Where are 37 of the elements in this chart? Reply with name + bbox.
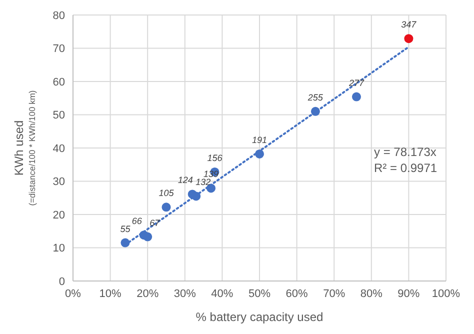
- x-tick-label: 10%: [99, 288, 122, 300]
- x-tick-label: 0%: [65, 288, 82, 300]
- y-tick-label: 80: [52, 10, 65, 22]
- annotation: 191: [252, 134, 268, 145]
- y-tick-label: 40: [52, 142, 65, 155]
- point: [404, 34, 414, 44]
- point: [143, 232, 152, 242]
- y-axis-title: KWh used (=distance/100 * KWh/100 km): [12, 90, 37, 206]
- y-tick-label: 60: [52, 76, 65, 88]
- x-tick-label: 30%: [174, 288, 196, 300]
- annotation: R² = 0.9971: [374, 161, 438, 175]
- x-tick-label: 60%: [286, 288, 308, 300]
- annotation: 55: [120, 224, 132, 234]
- y-tick-label: 0: [58, 276, 65, 288]
- annotation: 156: [207, 152, 222, 163]
- point: [162, 202, 171, 212]
- annotation: 105: [158, 188, 175, 198]
- y-tick-label: 30: [52, 176, 65, 188]
- x-tick-label: 90%: [398, 288, 420, 300]
- annotation: 255: [306, 92, 324, 102]
- x-tick-label: 50%: [248, 288, 271, 300]
- y-tick-label: 50: [52, 110, 65, 122]
- x-tick-label: 80%: [360, 288, 383, 300]
- y-tick-label: 10: [52, 242, 65, 255]
- x-tick-label: 100%: [432, 288, 460, 300]
- point: [352, 92, 361, 102]
- annotation: 66: [132, 216, 142, 226]
- annotation: 124: [178, 175, 193, 186]
- x-axis-title: % battery capacity used: [196, 310, 324, 324]
- x-tick-label: 70%: [323, 288, 346, 300]
- y-tick-label: 70: [52, 43, 65, 56]
- annotation: y = 78.173x: [374, 145, 436, 159]
- y-tick-label: 20: [52, 209, 65, 222]
- x-tick-label: 40%: [211, 288, 234, 300]
- x-tick-label: 20%: [136, 288, 159, 300]
- annotation: 132: [196, 177, 211, 188]
- annotation: 347: [401, 20, 418, 30]
